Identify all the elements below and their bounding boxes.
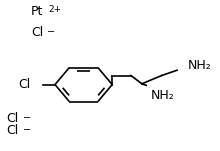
Text: −: −	[23, 125, 31, 135]
Text: −: −	[23, 113, 31, 123]
Text: 2+: 2+	[48, 5, 62, 14]
Text: NH₂: NH₂	[151, 89, 174, 102]
Text: −: −	[47, 27, 55, 37]
Text: Cl: Cl	[18, 78, 31, 91]
Text: Cl: Cl	[31, 26, 43, 39]
Text: NH₂: NH₂	[188, 59, 212, 72]
Text: Cl: Cl	[7, 124, 19, 137]
Text: Pt: Pt	[31, 5, 43, 18]
Text: Cl: Cl	[7, 112, 19, 125]
